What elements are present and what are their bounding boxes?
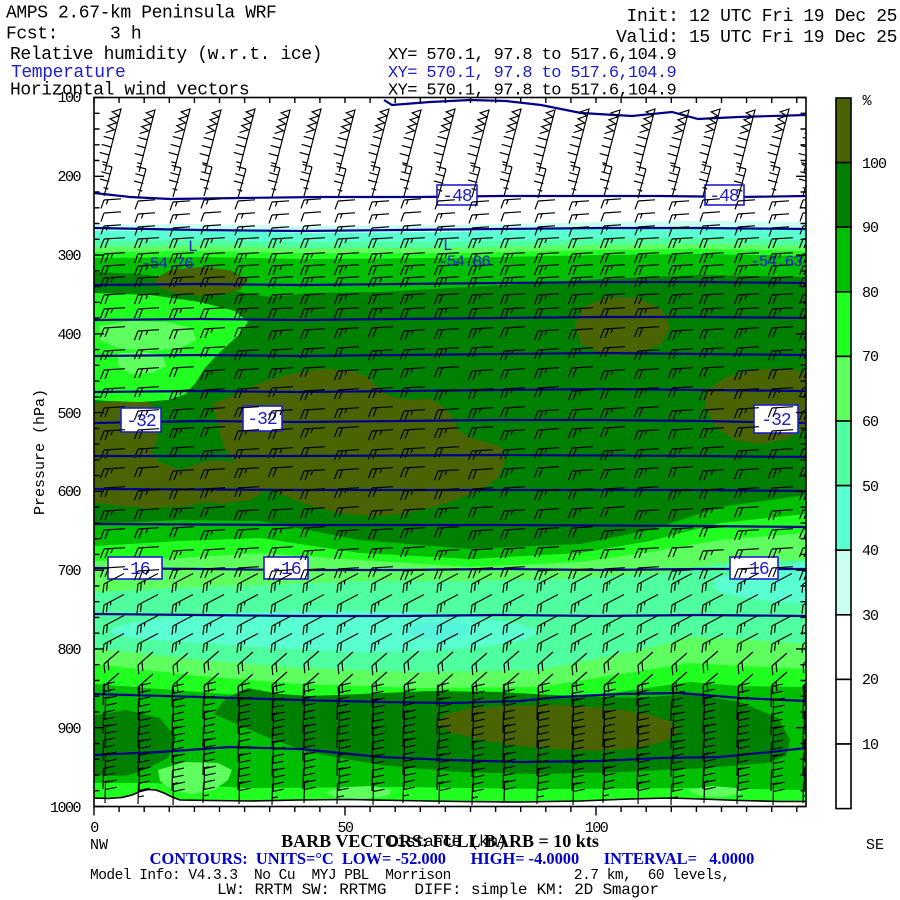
- svg-text:L: L: [443, 237, 453, 255]
- svg-text:80: 80: [862, 285, 879, 302]
- svg-text:XY= 570.1, 97.8 to 517.6,104.9: XY= 570.1, 97.8 to 517.6,104.9: [388, 64, 676, 83]
- svg-text:800: 800: [57, 642, 81, 659]
- svg-text:NW: NW: [90, 837, 108, 854]
- svg-text:100: 100: [585, 820, 609, 837]
- svg-text:400: 400: [57, 327, 81, 344]
- svg-text:10: 10: [862, 737, 879, 754]
- svg-text:60: 60: [862, 414, 879, 431]
- svg-text:0: 0: [90, 820, 99, 837]
- svg-text:-32: -32: [247, 410, 277, 430]
- svg-text:-32: -32: [761, 411, 791, 431]
- svg-text:-54.76: -54.76: [141, 255, 193, 273]
- svg-text:50: 50: [862, 479, 879, 496]
- svg-text:LW: RRTM SW: RRTMG DIFF: sim: LW: RRTM SW: RRTMG DIFF: simple KM: 2D S…: [217, 881, 659, 899]
- svg-text:90: 90: [862, 220, 879, 237]
- svg-text:600: 600: [57, 484, 81, 501]
- svg-text:Distance (km): Distance (km): [388, 833, 506, 851]
- svg-text:70: 70: [862, 349, 879, 366]
- svg-text:XY= 570.1, 97.8 to 517.6,104.9: XY= 570.1, 97.8 to 517.6,104.9: [388, 82, 676, 101]
- svg-text:-48: -48: [442, 187, 472, 207]
- svg-text:Pressure (hPa): Pressure (hPa): [32, 389, 49, 515]
- svg-text:L: L: [188, 238, 198, 256]
- svg-text:-16: -16: [739, 560, 769, 580]
- svg-text:30: 30: [862, 608, 879, 625]
- svg-text:900: 900: [57, 721, 81, 738]
- svg-text:Relative humidity (w.r.t. ice): Relative humidity (w.r.t. ice): [10, 45, 322, 65]
- svg-text:SE: SE: [866, 837, 884, 854]
- svg-text:-48: -48: [709, 187, 739, 207]
- svg-text:-32: -32: [126, 412, 156, 432]
- svg-text:100: 100: [862, 156, 887, 173]
- svg-text:700: 700: [57, 563, 81, 580]
- svg-text:40: 40: [862, 543, 879, 560]
- svg-text:XY= 570.1, 97.8 to 517.6,104.9: XY= 570.1, 97.8 to 517.6,104.9: [388, 46, 676, 65]
- svg-text:-54.86: -54.86: [438, 253, 490, 271]
- svg-text:Model Info: V4.3.3 No Cu MYJ: Model Info: V4.3.3 No Cu MYJ PBL Morriso…: [90, 868, 730, 884]
- svg-text:200: 200: [57, 169, 81, 186]
- svg-text:Horizontal wind vectors: Horizontal wind vectors: [10, 81, 249, 101]
- svg-text:20: 20: [862, 672, 879, 689]
- svg-text:50: 50: [337, 820, 354, 837]
- svg-text:-54.63: -54.63: [750, 253, 802, 271]
- svg-text:300: 300: [57, 248, 81, 265]
- svg-text:BARB VECTORS: FULL BARB = 10 k: BARB VECTORS: FULL BARB = 10 kts: [281, 831, 599, 851]
- svg-text:Valid: 15 UTC Fri 19 Dec 25: Valid: 15 UTC Fri 19 Dec 25: [616, 28, 897, 48]
- svg-text:Temperature: Temperature: [11, 63, 125, 83]
- svg-text:1000: 1000: [50, 800, 82, 817]
- svg-text:%: %: [862, 93, 872, 110]
- svg-text:Init: 12 UTC Fri 19 Dec 25: Init: 12 UTC Fri 19 Dec 25: [627, 7, 897, 27]
- svg-text:CONTOURS: UNITS=°C LOW= -52.: CONTOURS: UNITS=°C LOW= -52.000 HIGH= -4…: [150, 849, 755, 868]
- svg-text:500: 500: [57, 406, 81, 423]
- svg-text:-16: -16: [120, 560, 150, 580]
- svg-text:Fcst: 3 h: Fcst: 3 h: [6, 25, 141, 45]
- svg-text:AMPS 2.67-km Peninsula WRF: AMPS 2.67-km Peninsula WRF: [6, 4, 276, 24]
- svg-text:100: 100: [57, 90, 81, 107]
